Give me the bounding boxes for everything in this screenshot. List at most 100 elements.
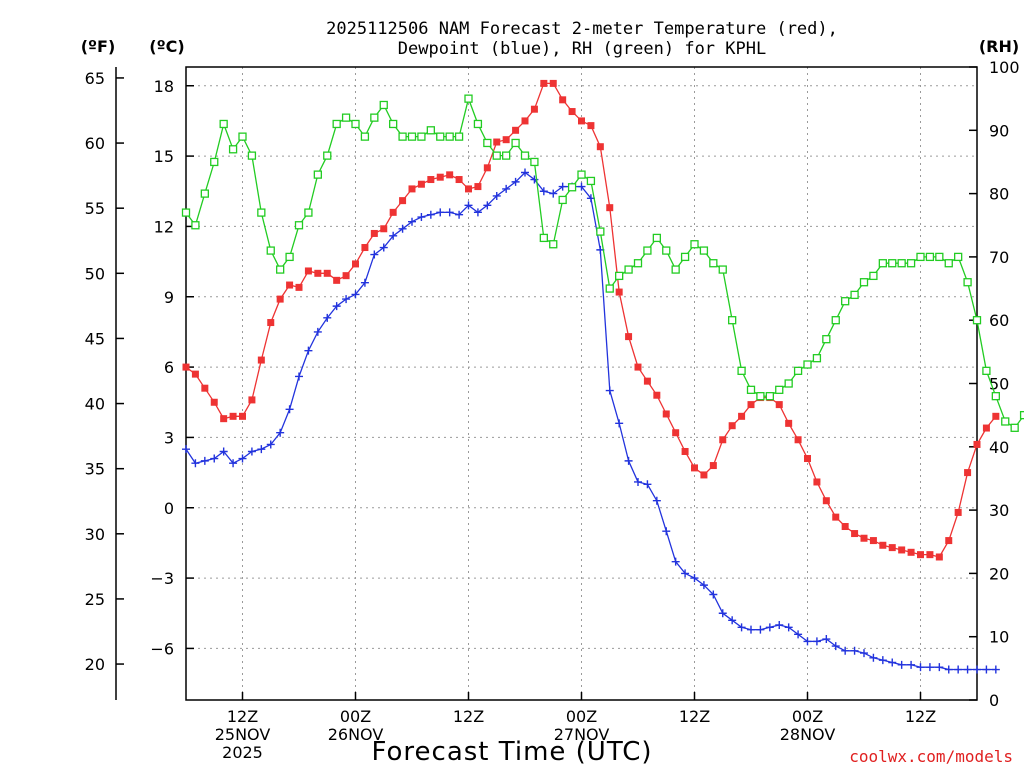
temperature-point: [935, 553, 943, 561]
rh-point: [803, 360, 812, 369]
temperature-point: [804, 455, 811, 463]
rh-tick-label: 0: [989, 691, 999, 710]
rh-point: [897, 259, 906, 268]
dewpoint-point: [860, 649, 868, 658]
dewpoint-point: [182, 445, 190, 454]
rh-point: [615, 271, 624, 281]
dewpoint-point: [464, 201, 473, 210]
rh-point: [379, 100, 388, 110]
rh-point: [944, 259, 953, 268]
dewpoint-point: [549, 189, 558, 198]
dewpoint-point: [379, 243, 388, 252]
rh-point: [991, 392, 1000, 401]
rh-point: [624, 265, 633, 274]
rh-point: [784, 379, 793, 388]
rh-point: [643, 246, 652, 255]
dewpoint-point: [370, 250, 379, 259]
rh-point: [181, 208, 191, 217]
celsius-tick-label: −6: [150, 639, 174, 658]
dewpoint-point: [897, 660, 906, 669]
temperature-point: [559, 96, 567, 104]
temperature-point: [681, 447, 689, 455]
x-tick-label: 12Z: [679, 707, 710, 726]
rh-point: [238, 132, 247, 141]
rh-point: [869, 271, 878, 281]
temperature-point: [220, 415, 228, 423]
plot-frame: [185, 66, 978, 701]
temperature-point: [191, 370, 199, 378]
rh-tick-label: 40: [989, 438, 1009, 457]
dewpoint-point: [681, 569, 690, 578]
dewpoint-point: [342, 295, 351, 304]
dewpoint-point: [822, 635, 831, 644]
temperature-point: [615, 288, 623, 296]
rh-point: [633, 259, 643, 268]
dewpoint-point: [954, 665, 963, 674]
dewpoint-point: [511, 177, 520, 186]
temperature-point: [926, 551, 934, 559]
temperature-point: [700, 471, 708, 479]
temperature-point: [427, 176, 435, 184]
rh-point: [1001, 417, 1010, 426]
credit-text: coolwx.com/models: [849, 747, 1013, 766]
dewpoint-point: [907, 660, 916, 669]
rh-point: [690, 240, 699, 249]
dewpoint-point: [229, 459, 238, 468]
temperature-point: [257, 356, 265, 364]
temperature-point: [530, 105, 538, 113]
rh-tick-label: 80: [989, 185, 1009, 204]
rh-point: [737, 366, 746, 375]
temperature-point: [898, 546, 906, 554]
fahrenheit-tick-label: 30: [85, 525, 105, 544]
rh-point: [313, 170, 322, 179]
rh-point: [916, 252, 925, 262]
dewpoint-point: [426, 210, 435, 219]
dewpoint-point: [360, 278, 369, 287]
temperature-point: [709, 462, 717, 470]
fahrenheit-tick-label: 45: [85, 329, 105, 348]
rh-point: [709, 259, 718, 268]
dewpoint-point: [539, 187, 548, 196]
temperature-point: [587, 122, 595, 130]
dewpoint-point: [577, 182, 586, 191]
dewpoint-point: [247, 447, 256, 456]
dewpoint-point: [841, 646, 850, 655]
temperature-line: [185, 82, 997, 558]
rh-point: [850, 290, 859, 300]
dewpoint-point: [191, 459, 200, 468]
dewpoint-point: [295, 372, 303, 381]
dewpoint-point: [492, 191, 501, 200]
temperature-point: [521, 117, 529, 125]
rh-point: [906, 259, 916, 268]
x-tick-label: 27NOV: [554, 725, 610, 744]
rh-point: [266, 246, 275, 255]
temperature-point: [512, 126, 520, 134]
x-tick-label: 2025: [222, 743, 263, 762]
dewpoint-point: [671, 557, 680, 566]
rh-tick-label: 90: [989, 121, 1009, 140]
dewpoint-point: [963, 665, 972, 674]
temperature-point: [832, 513, 840, 521]
temperature-point: [408, 185, 416, 193]
rh-point: [294, 221, 304, 230]
temperature-point: [907, 548, 915, 556]
dewpoint-point: [502, 184, 511, 193]
dewpoint-point: [332, 302, 341, 311]
rh-point: [596, 227, 605, 236]
x-tick-label: 12Z: [905, 707, 936, 726]
x-tick-label: 00Z: [340, 707, 371, 726]
rh-point: [407, 132, 417, 141]
rh-point: [577, 170, 586, 179]
rh-point: [888, 259, 897, 268]
rh-point: [662, 246, 671, 255]
dewpoint-point: [878, 656, 887, 665]
temperature-point: [352, 260, 359, 268]
rh-point: [511, 138, 520, 148]
temperature-point: [860, 534, 868, 542]
dewpoint-line: [185, 171, 996, 671]
dewpoint-point: [521, 168, 529, 177]
dewpoint-point: [709, 590, 718, 599]
rh-tick-label: 20: [989, 564, 1009, 583]
dewpoint-point: [690, 574, 699, 583]
temperature-point: [785, 419, 793, 427]
